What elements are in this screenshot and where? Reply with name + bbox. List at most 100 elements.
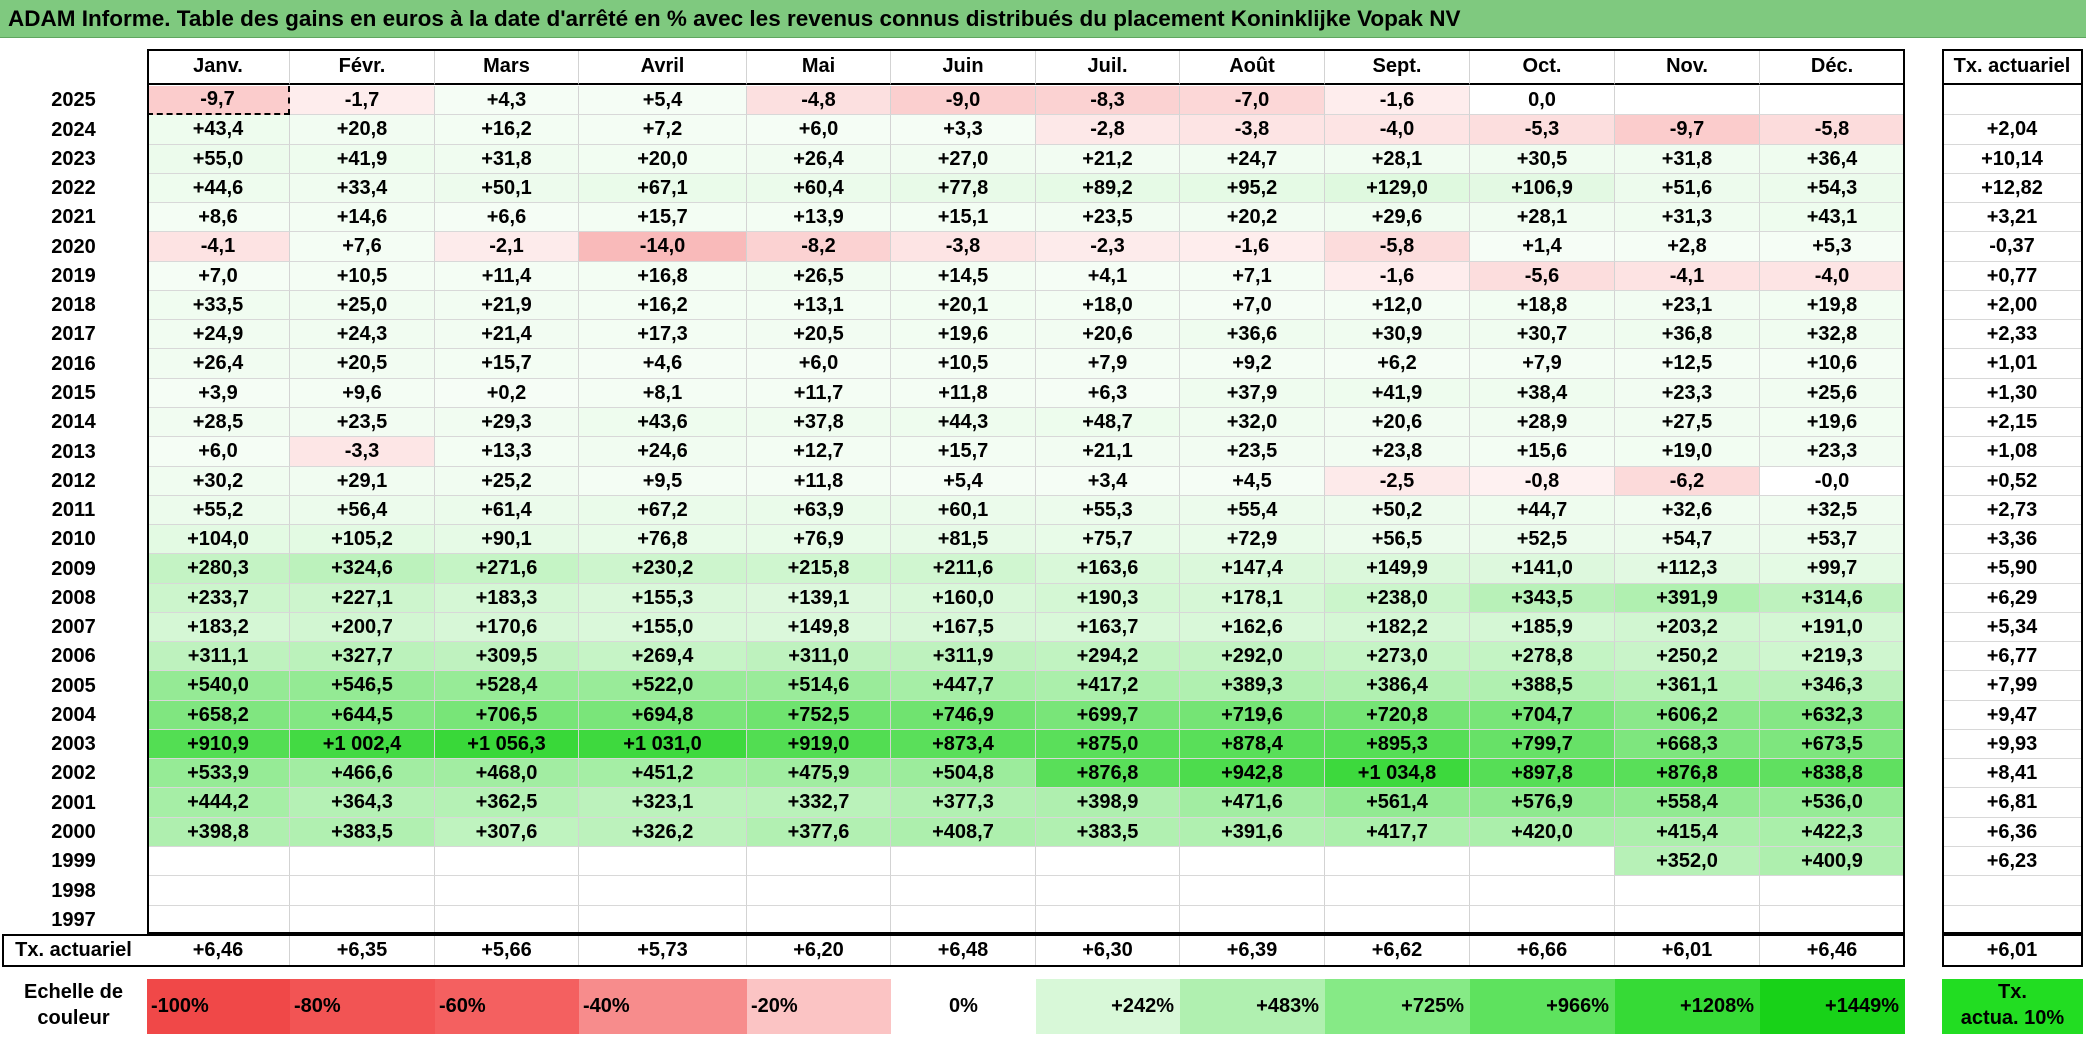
table-cell: +314,6	[1760, 584, 1905, 613]
annual-rate-cell	[1942, 876, 2083, 906]
table-cell: +30,7	[1470, 320, 1615, 349]
table-cell: +76,9	[747, 525, 891, 554]
footer-rate-cell: +5,73	[579, 934, 747, 967]
annual-rate-cell: +10,14	[1942, 145, 2083, 174]
table-cell: +29,1	[290, 467, 435, 496]
table-cell: +182,2	[1325, 613, 1470, 642]
table-cell: +20,5	[290, 349, 435, 379]
year-label: 2022	[51, 177, 96, 199]
table-cell: -2,5	[1325, 467, 1470, 496]
year-label: 2001	[51, 791, 96, 814]
table-cell	[579, 847, 747, 876]
table-cell: +324,6	[290, 554, 435, 584]
annual-rate-cell: +9,93	[1942, 730, 2083, 759]
table-cell: +15,6	[1470, 437, 1615, 467]
table-cell: +149,8	[747, 613, 891, 642]
table-cell: +28,5	[147, 408, 290, 437]
table-cell: +400,9	[1760, 847, 1905, 876]
table-cell: +32,8	[1760, 320, 1905, 349]
table-cell: +398,9	[1036, 788, 1180, 818]
table-cell: +12,0	[1325, 291, 1470, 320]
table-cell: +33,5	[147, 291, 290, 320]
table-cell: +15,1	[891, 203, 1036, 232]
table-cell: +311,1	[147, 642, 290, 671]
annual-rate-cell: -0,37	[1942, 232, 2083, 262]
table-cell: +41,9	[290, 145, 435, 174]
table-cell: +106,9	[1470, 174, 1615, 203]
table-cell: +910,9	[147, 730, 290, 759]
table-cell: +799,7	[1470, 730, 1615, 759]
year-label: 2025	[51, 89, 96, 111]
table-cell: +540,0	[147, 671, 290, 701]
table-cell: +10,6	[1760, 349, 1905, 379]
year-label: 2019	[51, 265, 96, 287]
table-cell: +23,1	[1615, 291, 1760, 320]
table-cell: +28,1	[1325, 145, 1470, 174]
table-cell: +7,9	[1036, 349, 1180, 379]
table-cell: +29,3	[435, 408, 579, 437]
annual-rate-cell: +12,82	[1942, 174, 2083, 203]
table-cell	[1760, 86, 1905, 115]
color-scale-label-line2: couleur	[37, 1007, 110, 1029]
table-cell: +942,8	[1180, 759, 1325, 788]
table-cell: +546,5	[290, 671, 435, 701]
table-cell: +18,0	[1036, 291, 1180, 320]
table-cell: +558,4	[1615, 788, 1760, 818]
table-cell: +408,7	[891, 818, 1036, 847]
table-cell: +561,4	[1325, 788, 1470, 818]
year-label: 2005	[51, 674, 96, 697]
table-cell: +25,6	[1760, 379, 1905, 408]
table-cell: +706,5	[435, 701, 579, 730]
table-cell: +19,6	[1760, 408, 1905, 437]
table-cell: +3,9	[147, 379, 290, 408]
table-cell: +43,1	[1760, 203, 1905, 232]
table-cell: +11,8	[891, 379, 1036, 408]
table-cell: +6,0	[147, 437, 290, 467]
table-cell: +230,2	[579, 554, 747, 584]
table-cell: +11,7	[747, 379, 891, 408]
table-cell: +227,1	[290, 584, 435, 613]
table-cell: +44,3	[891, 408, 1036, 437]
table-cell: +20,1	[891, 291, 1036, 320]
table-cell: +9,6	[290, 379, 435, 408]
table-cell: +55,2	[147, 496, 290, 525]
table-cell: +24,3	[290, 320, 435, 349]
table-cell: -2,8	[1036, 115, 1180, 145]
table-cell: +673,5	[1760, 730, 1905, 759]
table-cell: +104,0	[147, 525, 290, 554]
year-label: 2018	[51, 294, 96, 316]
table-cell: +27,5	[1615, 408, 1760, 437]
color-scale-swatch: -60%	[435, 979, 579, 1034]
table-cell: -2,1	[435, 232, 579, 262]
table-cell: +362,5	[435, 788, 579, 818]
table-cell: +81,5	[891, 525, 1036, 554]
table-cell: +14,5	[891, 262, 1036, 291]
footer-rate-cell: +6,30	[1036, 934, 1180, 967]
table-cell	[1760, 876, 1905, 906]
annual-rate-cell: +5,34	[1942, 613, 2083, 642]
table-cell: +7,0	[1180, 291, 1325, 320]
table-cell: +11,4	[435, 262, 579, 291]
annual-rate-cell: +2,04	[1942, 115, 2083, 145]
year-label: 2002	[51, 762, 96, 784]
table-cell: +233,7	[147, 584, 290, 613]
table-cell: +8,1	[579, 379, 747, 408]
table-cell: +183,3	[435, 584, 579, 613]
table-cell: +9,2	[1180, 349, 1325, 379]
table-cell: +163,7	[1036, 613, 1180, 642]
table-cell: +7,2	[579, 115, 747, 145]
table-cell: +147,4	[1180, 554, 1325, 584]
year-label: 2008	[51, 587, 96, 609]
year-label: 2024	[51, 118, 96, 141]
table-cell: +6,6	[435, 203, 579, 232]
table-cell: +38,4	[1470, 379, 1615, 408]
table-cell: +20,6	[1325, 408, 1470, 437]
table-cell: +215,8	[747, 554, 891, 584]
table-cell: +21,9	[435, 291, 579, 320]
year-label: 1998	[51, 879, 96, 902]
table-cell: +129,0	[1325, 174, 1470, 203]
table-cell: +90,1	[435, 525, 579, 554]
table-cell: +7,0	[147, 262, 290, 291]
annual-rate-cell: +9,47	[1942, 701, 2083, 730]
table-cell: +149,9	[1325, 554, 1470, 584]
